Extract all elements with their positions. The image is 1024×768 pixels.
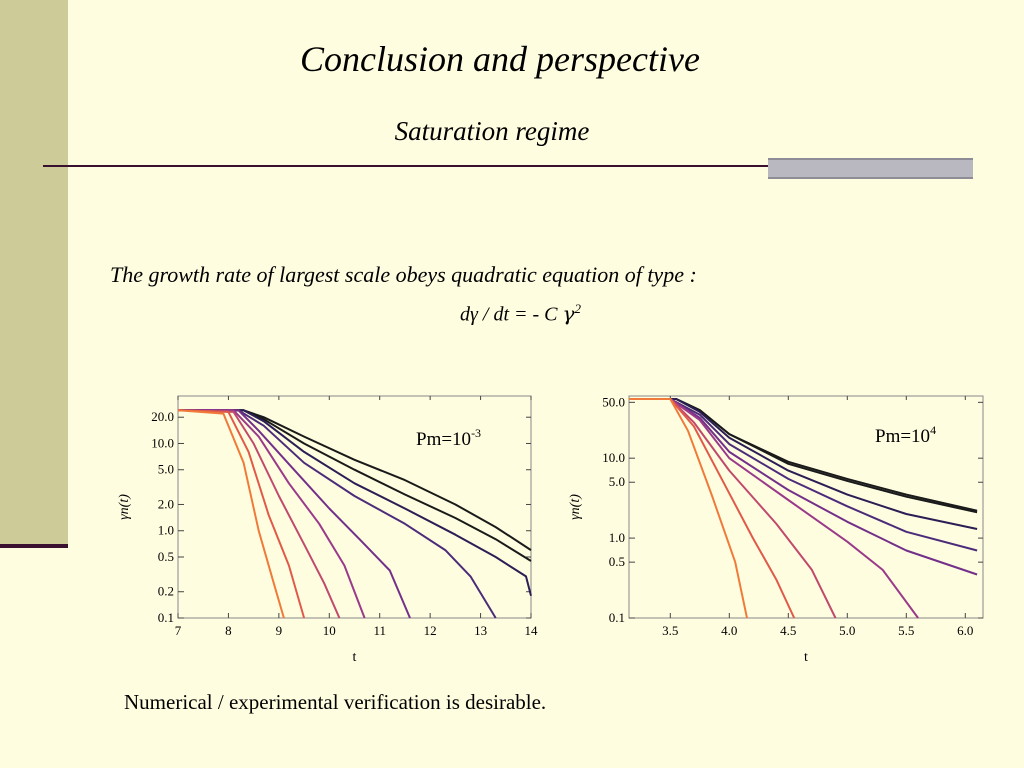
series-line-4 xyxy=(178,409,411,619)
pm-annotation-base: Pm=10 xyxy=(416,429,471,450)
footer-text: Numerical / experimental verification is… xyxy=(124,690,547,714)
y-tick-label: 0.5 xyxy=(158,549,174,564)
x-axis-label: t xyxy=(804,650,808,665)
divider-line xyxy=(43,165,973,167)
x-tick-label: 5.5 xyxy=(898,623,914,638)
y-tick-label: 5.0 xyxy=(158,462,174,477)
series-line-6 xyxy=(629,398,837,619)
y-tick-label: 1.0 xyxy=(609,530,625,545)
x-tick-label: 3.5 xyxy=(662,623,678,638)
series-line-2 xyxy=(178,409,532,596)
x-tick-label: 12 xyxy=(424,623,437,638)
plot-frame xyxy=(628,395,984,619)
x-tick-label: 5.0 xyxy=(839,623,855,638)
x-tick-label: 4.0 xyxy=(721,623,737,638)
x-tick-label: 13 xyxy=(474,623,487,638)
chart-right-svg: 3.5 4.0 4.5 5.0 5.5 6.0 0.1 0.5 1.0 5.0 10.0 50.0 t γ… xyxy=(568,394,984,665)
pm-annotation: Pm=10-3 xyxy=(416,426,481,450)
series-line-7 xyxy=(177,409,306,619)
pm-annotation-exponent: 4 xyxy=(930,423,936,437)
series-line-3 xyxy=(629,398,978,552)
sidebar-rule xyxy=(0,544,68,548)
pm-annotation-base: Pm=10 xyxy=(875,426,930,447)
series-line-0 xyxy=(629,398,978,512)
y-tick-label: 20.0 xyxy=(151,409,174,424)
slide-title: Conclusion and perspective xyxy=(300,39,700,79)
equation-power: 2 xyxy=(574,301,581,316)
y-tick-label: 0.1 xyxy=(158,610,174,625)
pm-annotation-exponent: -3 xyxy=(471,426,481,440)
equation-gamma: γ xyxy=(562,301,575,326)
plot-frame xyxy=(177,395,532,619)
chart-pm-high: 3.5 4.0 4.5 5.0 5.5 6.0 0.1 0.5 1.0 5.0 10.0 50.0 t γ… xyxy=(563,390,993,680)
y-tick-label: 1.0 xyxy=(158,523,174,538)
sidebar-decoration xyxy=(0,0,68,546)
x-tick-label: 8 xyxy=(225,623,232,638)
slide-subtitle: Saturation regime xyxy=(394,116,590,146)
x-tick-label: 7 xyxy=(175,623,182,638)
series-line-8 xyxy=(177,409,285,619)
y-tick-label: 10.0 xyxy=(151,435,174,450)
x-tick-label: 4.5 xyxy=(780,623,796,638)
series-line-6 xyxy=(177,409,341,619)
divider-accent-bar xyxy=(768,158,973,179)
series-line-8 xyxy=(629,398,748,619)
pm-annotation: Pm=104 xyxy=(875,423,936,447)
x-tick-label: 11 xyxy=(373,623,386,638)
chart-left-svg: 7 8 9 10 11 12 13 14 0.1 0.2 0.5 1.0 2.0 5.0 10.0 20.0 t… xyxy=(117,395,539,665)
chart-pm-low: 7 8 9 10 11 12 13 14 0.1 0.2 0.5 1.0 2.0 5.0 10.0 20.0 t… xyxy=(112,390,542,680)
y-tick-label: 0.5 xyxy=(609,554,625,569)
y-axis-label: γn(t) xyxy=(568,494,583,520)
series-line-3 xyxy=(178,409,497,619)
x-axis-label: t xyxy=(353,650,357,665)
equation: dγ / dt = - C γ2 xyxy=(460,301,581,327)
x-tick-label: 10 xyxy=(323,623,336,638)
x-tick-label: 9 xyxy=(276,623,283,638)
y-tick-label: 0.2 xyxy=(158,584,174,599)
y-tick-label: 5.0 xyxy=(609,474,625,489)
series-line-5 xyxy=(178,409,366,619)
y-tick-label: 0.1 xyxy=(609,610,625,625)
equation-lhs: dγ / dt = - C xyxy=(460,303,563,326)
x-tick-label: 6.0 xyxy=(957,623,973,638)
y-tick-label: 50.0 xyxy=(602,394,625,409)
x-tick-label: 14 xyxy=(525,623,539,638)
series-line-2 xyxy=(629,398,978,530)
statement-text: The growth rate of largest scale obeys q… xyxy=(110,262,697,287)
series-line-1 xyxy=(629,398,978,514)
y-tick-label: 10.0 xyxy=(602,450,625,465)
y-tick-label: 2.0 xyxy=(158,496,174,511)
y-axis-label: γn(t) xyxy=(117,494,132,520)
